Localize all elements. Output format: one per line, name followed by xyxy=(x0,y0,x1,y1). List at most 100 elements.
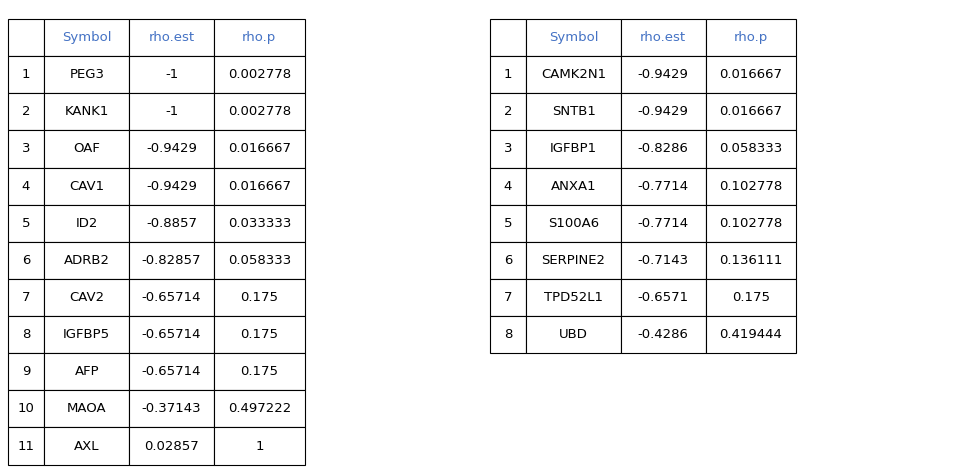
Bar xyxy=(8,168,44,205)
Text: rho.p: rho.p xyxy=(242,31,277,44)
Bar xyxy=(44,427,129,465)
Text: rho.p: rho.p xyxy=(734,31,768,44)
Text: 2: 2 xyxy=(504,105,512,119)
Text: Symbol: Symbol xyxy=(549,31,599,44)
Bar xyxy=(44,56,129,93)
Text: TPD52L1: TPD52L1 xyxy=(544,291,603,304)
Text: MAOA: MAOA xyxy=(67,402,107,416)
Bar xyxy=(44,168,129,205)
Text: KANK1: KANK1 xyxy=(65,105,109,119)
Bar xyxy=(8,316,44,353)
Text: -0.9429: -0.9429 xyxy=(638,105,688,119)
Text: 2: 2 xyxy=(22,105,30,119)
Bar xyxy=(526,130,621,168)
Bar xyxy=(214,427,305,465)
Text: 0.033333: 0.033333 xyxy=(228,217,291,230)
Bar xyxy=(129,56,214,93)
Text: 0.058333: 0.058333 xyxy=(228,254,291,267)
Text: rho.est: rho.est xyxy=(148,31,195,44)
Text: -1: -1 xyxy=(165,68,178,81)
Bar xyxy=(621,242,706,279)
Bar xyxy=(490,316,526,353)
Text: 0.102778: 0.102778 xyxy=(719,179,783,193)
Bar xyxy=(8,56,44,93)
Text: 4: 4 xyxy=(504,179,512,193)
Bar xyxy=(621,19,706,56)
Bar xyxy=(8,390,44,427)
Text: PEG3: PEG3 xyxy=(69,68,104,81)
Bar xyxy=(214,242,305,279)
Text: 0.175: 0.175 xyxy=(240,328,279,341)
Text: S100A6: S100A6 xyxy=(548,217,600,230)
Bar xyxy=(44,390,129,427)
Text: 0.136111: 0.136111 xyxy=(719,254,783,267)
Text: CAV1: CAV1 xyxy=(69,179,104,193)
Text: 0.497222: 0.497222 xyxy=(228,402,291,416)
Text: -0.7714: -0.7714 xyxy=(637,217,689,230)
Text: -0.65714: -0.65714 xyxy=(142,291,201,304)
Text: -0.37143: -0.37143 xyxy=(142,402,201,416)
Bar xyxy=(44,353,129,390)
Bar xyxy=(8,242,44,279)
Text: 0.175: 0.175 xyxy=(240,291,279,304)
Bar xyxy=(706,93,796,130)
Bar xyxy=(129,427,214,465)
Bar xyxy=(129,130,214,168)
Bar xyxy=(621,130,706,168)
Text: CAMK2N1: CAMK2N1 xyxy=(541,68,606,81)
Text: -0.8286: -0.8286 xyxy=(638,142,688,156)
Text: 6: 6 xyxy=(22,254,30,267)
Text: OAF: OAF xyxy=(73,142,100,156)
Bar xyxy=(214,19,305,56)
Text: -0.7143: -0.7143 xyxy=(637,254,689,267)
Text: 0.102778: 0.102778 xyxy=(719,217,783,230)
Bar xyxy=(8,353,44,390)
Bar xyxy=(526,93,621,130)
Bar xyxy=(8,205,44,242)
Bar xyxy=(214,130,305,168)
Text: AXL: AXL xyxy=(74,439,99,453)
Text: UBD: UBD xyxy=(559,328,588,341)
Text: 0.002778: 0.002778 xyxy=(228,68,291,81)
Bar xyxy=(129,168,214,205)
Bar xyxy=(214,168,305,205)
Bar xyxy=(8,279,44,316)
Bar xyxy=(44,205,129,242)
Bar xyxy=(129,93,214,130)
Text: 7: 7 xyxy=(504,291,512,304)
Bar xyxy=(490,19,526,56)
Text: 3: 3 xyxy=(22,142,30,156)
Text: 1: 1 xyxy=(255,439,263,453)
Bar xyxy=(129,19,214,56)
Bar xyxy=(490,205,526,242)
Text: -0.9429: -0.9429 xyxy=(147,179,197,193)
Text: -0.9429: -0.9429 xyxy=(147,142,197,156)
Bar xyxy=(490,279,526,316)
Bar xyxy=(706,19,796,56)
Bar xyxy=(214,56,305,93)
Bar xyxy=(706,130,796,168)
Bar xyxy=(214,279,305,316)
Text: AFP: AFP xyxy=(74,365,99,378)
Text: 5: 5 xyxy=(22,217,30,230)
Text: 0.058333: 0.058333 xyxy=(719,142,783,156)
Bar xyxy=(526,205,621,242)
Bar xyxy=(526,316,621,353)
Text: -0.9429: -0.9429 xyxy=(638,68,688,81)
Bar xyxy=(490,130,526,168)
Text: 0.175: 0.175 xyxy=(240,365,279,378)
Bar xyxy=(129,390,214,427)
Text: 0.016667: 0.016667 xyxy=(228,179,291,193)
Bar xyxy=(129,279,214,316)
Text: 5: 5 xyxy=(504,217,512,230)
Text: 8: 8 xyxy=(504,328,512,341)
Bar xyxy=(526,279,621,316)
Text: -0.4286: -0.4286 xyxy=(638,328,688,341)
Text: 0.016667: 0.016667 xyxy=(228,142,291,156)
Bar xyxy=(706,168,796,205)
Bar xyxy=(44,316,129,353)
Text: 1: 1 xyxy=(504,68,512,81)
Bar xyxy=(490,242,526,279)
Bar xyxy=(706,279,796,316)
Bar xyxy=(706,242,796,279)
